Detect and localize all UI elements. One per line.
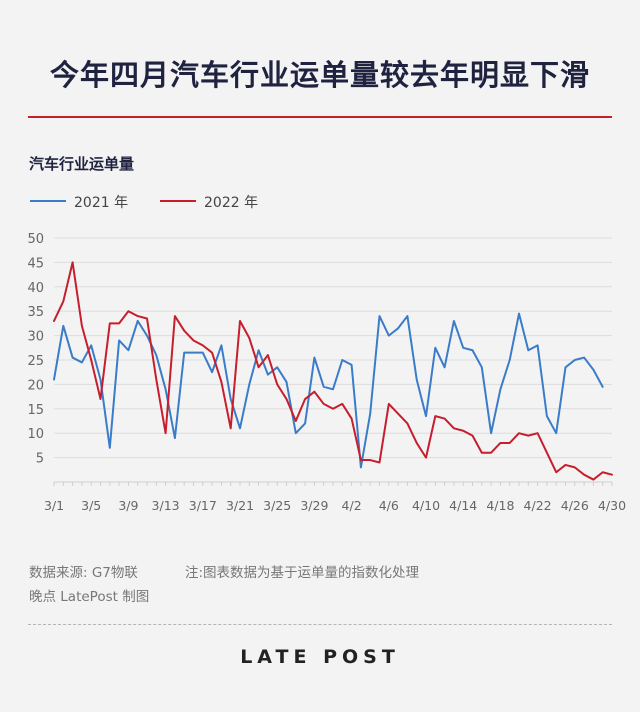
- latepost-logo: LATE POST: [240, 646, 400, 668]
- legend-label-2021: 2021 年: [74, 195, 129, 211]
- y-tick-label-15: 15: [27, 403, 44, 418]
- y-tick-label-10: 10: [27, 427, 44, 442]
- x-tick-label-3-17: 3/17: [189, 498, 217, 513]
- x-tick-label-3-21: 3/21: [226, 498, 254, 513]
- footer-credit: 晚点 LatePost 制图: [29, 589, 150, 605]
- y-tick-label-40: 40: [27, 281, 44, 296]
- legend-swatch-2022: [160, 200, 196, 202]
- x-tick-label-4-10: 4/10: [412, 498, 440, 513]
- y-tick-label-30: 30: [27, 330, 44, 345]
- x-tick-label-3-5: 3/5: [81, 498, 101, 513]
- y-axis-ticks: 5 10 15 20 25 30 35 40 45 50: [27, 232, 44, 467]
- x-tick-label-3-9: 3/9: [118, 498, 138, 513]
- title-underline: [28, 116, 612, 118]
- footer-note: 注:图表数据为基于运单量的指数化处理: [185, 565, 420, 581]
- y-tick-label-20: 20: [27, 378, 44, 393]
- legend-swatch-2021: [30, 200, 66, 202]
- x-tick-label-4-6: 4/6: [379, 498, 399, 513]
- series-line-2022: [53, 261, 613, 481]
- y-tick-label-50: 50: [27, 232, 44, 247]
- footer-source: 数据来源: G7物联: [29, 565, 138, 581]
- x-tick-label-3-1: 3/1: [44, 498, 64, 513]
- footer-divider: [28, 624, 612, 625]
- x-tick-label-4-2: 4/2: [342, 498, 362, 513]
- x-tick-label-4-14: 4/14: [449, 498, 477, 513]
- y-axis-label: 汽车行业运单量: [29, 155, 135, 173]
- series-lines: [53, 261, 613, 481]
- legend-label-2022: 2022 年: [204, 195, 259, 211]
- x-tick-label-4-30: 4/30: [598, 498, 626, 513]
- grid-lines: [54, 237, 612, 459]
- series-line-2021: [53, 312, 604, 469]
- y-tick-label-5: 5: [36, 452, 44, 467]
- chart-title: 今年四月汽车行业运单量较去年明显下滑: [49, 58, 590, 92]
- x-tick-label-3-25: 3/25: [263, 498, 291, 513]
- x-tick-label-3-29: 3/29: [300, 498, 328, 513]
- y-tick-label-45: 45: [27, 256, 44, 271]
- y-tick-label-35: 35: [27, 305, 44, 320]
- x-tick-label-4-26: 4/26: [561, 498, 589, 513]
- x-tick-label-4-22: 4/22: [524, 498, 552, 513]
- x-tick-label-4-18: 4/18: [486, 498, 514, 513]
- x-axis: 3/1 3/5 3/9 3/13 3/17 3/21 3/25 3/29 4/2 4/6 4/10 4…: [44, 481, 626, 513]
- y-tick-label-25: 25: [27, 354, 44, 369]
- line-chart: 5 10 15 20 25 30 35 40 45 50 3/1 3/5 3/9 3/13 3/17 3/2…: [27, 232, 626, 513]
- x-tick-label-3-13: 3/13: [152, 498, 180, 513]
